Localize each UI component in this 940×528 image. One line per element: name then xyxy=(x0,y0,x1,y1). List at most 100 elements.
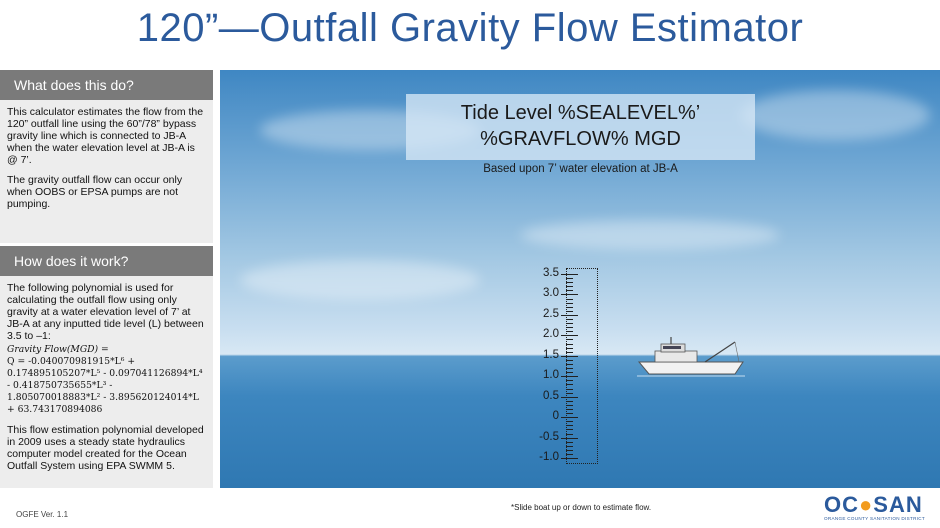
cloud xyxy=(740,90,930,140)
gauge-minor-tick xyxy=(566,458,578,459)
gauge-minor-tick xyxy=(566,384,573,386)
gauge-minor-tick xyxy=(566,343,573,345)
gauge-tick-label: 3.5 xyxy=(543,267,559,279)
gauge-major-tick xyxy=(561,437,569,439)
what-panel: This calculator estimates the flow from … xyxy=(0,100,213,243)
gauge-minor-tick xyxy=(566,453,573,455)
gauge-minor-tick xyxy=(566,413,573,414)
gauge-minor-tick xyxy=(566,331,573,333)
logo-subtitle: ORANGE COUNTY SANITATION DISTRICT xyxy=(824,516,926,521)
gauge-minor-tick xyxy=(566,359,573,361)
gauge-minor-tick xyxy=(566,310,573,312)
logo-san: SAN xyxy=(873,492,923,517)
gauge-minor-tick xyxy=(566,274,578,275)
how-panel: The following polynomial is used for cal… xyxy=(0,276,213,488)
gauge-minor-tick xyxy=(566,278,573,280)
boat-slider-handle[interactable] xyxy=(635,336,747,378)
gauge-major-tick xyxy=(561,417,569,419)
gauge-minor-tick xyxy=(566,368,573,369)
gauge-tick-label: 2.5 xyxy=(543,307,559,320)
gauge-tick-label: 0 xyxy=(552,410,559,423)
gauge-minor-tick xyxy=(566,400,573,402)
gauge-tick-label: -0.5 xyxy=(539,430,559,443)
gauge-minor-tick xyxy=(566,290,573,292)
gauge-minor-tick xyxy=(566,417,578,419)
version-label: OGFE Ver. 1.1 xyxy=(16,510,69,519)
boat-hull xyxy=(637,361,744,375)
gauge-minor-tick xyxy=(566,306,573,308)
gauge-major-tick xyxy=(561,314,569,316)
gauge-minor-tick xyxy=(566,449,573,451)
gauge-tick-label: 2.0 xyxy=(543,328,559,341)
gauge-major-tick xyxy=(561,274,569,275)
boat-rigging xyxy=(734,341,740,363)
boat-window xyxy=(663,346,681,349)
polynomial-formula: Gravity Flow(MGD) = Q = -0.040070981915*… xyxy=(7,344,207,416)
gauge-major-tick xyxy=(561,294,569,296)
gauge-tick-label: 0.5 xyxy=(543,389,559,402)
ocean-scene: Tide Level %SEALEVEL%’ %GRAVFLOW% MGD Ba… xyxy=(220,70,940,488)
gauge-minor-tick xyxy=(566,388,573,390)
how-para-2: This flow estimation polynomial develope… xyxy=(7,424,204,472)
gauge-minor-tick xyxy=(566,445,573,447)
gauge-minor-tick xyxy=(566,302,573,304)
gauge-minor-tick xyxy=(566,323,573,325)
tide-level-text: Tide Level %SEALEVEL%’ xyxy=(460,102,701,124)
what-para-2: The gravity outfall flow can occur only … xyxy=(7,174,183,210)
gauge-minor-tick xyxy=(566,404,573,406)
page-title: 120”—Outfall Gravity Flow Estimator xyxy=(136,6,804,50)
gauge-tick-label: 1.0 xyxy=(543,369,559,382)
instruction-note: *Slide boat up or down to estimate flow. xyxy=(511,503,652,512)
gauge-major-tick xyxy=(561,396,569,398)
formula-text: Q = -0.040070981915*L⁶ + 0.174895105207*… xyxy=(7,356,203,415)
how-heading: How does it work? xyxy=(0,246,213,276)
gauge-minor-tick xyxy=(566,314,578,316)
gauge-minor-tick xyxy=(566,364,573,365)
gauge-major-tick xyxy=(561,335,569,337)
how-para-1: The following polynomial is used for cal… xyxy=(7,282,204,342)
gauge-minor-tick xyxy=(566,339,573,341)
tide-gauge xyxy=(566,268,598,464)
gauge-major-tick xyxy=(561,376,569,378)
gauge-minor-tick xyxy=(566,408,573,410)
gauge-tick-label: -1.0 xyxy=(539,451,559,463)
gauge-minor-tick xyxy=(566,286,573,288)
gauge-minor-tick xyxy=(566,380,573,382)
gauge-minor-tick xyxy=(566,429,573,431)
gauge-major-tick xyxy=(561,458,569,459)
gravity-flow-text: %GRAVFLOW% MGD xyxy=(480,128,681,150)
gauge-minor-tick xyxy=(566,294,578,296)
gauge-minor-tick xyxy=(566,282,573,284)
cloud xyxy=(520,220,780,250)
gauge-minor-tick xyxy=(566,441,573,443)
what-para-1: This calculator estimates the flow from … xyxy=(7,106,204,166)
gauge-minor-tick xyxy=(566,437,578,439)
gauge-minor-tick xyxy=(566,372,573,374)
logo-oc: OC xyxy=(824,492,859,517)
gauge-minor-tick xyxy=(566,433,573,435)
boat-boom xyxy=(704,341,736,363)
gauge-minor-tick xyxy=(566,347,573,349)
tide-display: Tide Level %SEALEVEL%’ %GRAVFLOW% MGD xyxy=(406,94,755,160)
gauge-major-tick xyxy=(561,355,569,357)
formula-label: Gravity Flow(MGD) = xyxy=(7,344,109,355)
gauge-minor-tick xyxy=(566,298,573,300)
gauge-minor-tick xyxy=(566,396,578,398)
gauge-tick-label: 1.5 xyxy=(543,348,559,361)
based-upon-note: Based upon 7’ water elevation at JB-A xyxy=(483,163,678,175)
gauge-minor-tick xyxy=(566,355,578,357)
gauge-minor-tick xyxy=(566,335,578,337)
logo-drop-icon: ● xyxy=(859,492,874,517)
boat-cabin xyxy=(654,350,698,363)
ocsan-logo: OC●SAN ORANGE COUNTY SANITATION DISTRICT xyxy=(824,494,932,526)
gauge-minor-tick xyxy=(566,392,573,394)
gauge-minor-tick xyxy=(566,425,573,427)
gauge-minor-tick xyxy=(566,327,573,329)
cloud xyxy=(240,260,480,300)
gauge-minor-tick xyxy=(566,319,573,320)
gauge-tick-label: 3.0 xyxy=(543,287,559,300)
gauge-minor-tick xyxy=(566,376,578,378)
gauge-minor-tick xyxy=(566,421,573,423)
gauge-minor-tick xyxy=(566,351,573,353)
what-heading: What does this do? xyxy=(0,70,213,100)
